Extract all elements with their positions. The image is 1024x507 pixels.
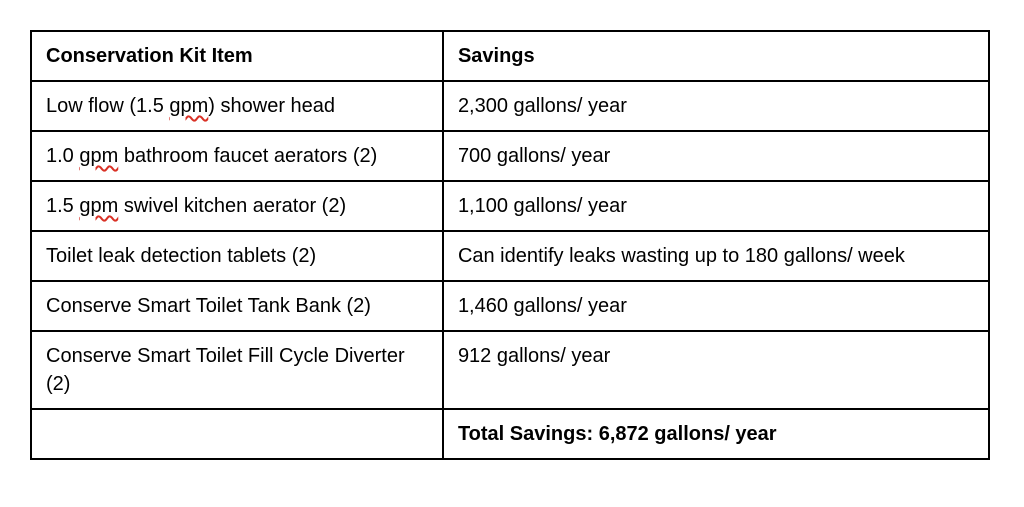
table-body: Low flow (1.5 gpm) shower head2,300 gall… (31, 81, 989, 459)
table-row: Conserve Smart Toilet Fill Cycle Diverte… (31, 331, 989, 409)
spell-underlined-text: gpm (79, 145, 118, 167)
table-row: Toilet leak detection tablets (2) Can ide… (31, 231, 989, 281)
text-segment: Low flow (1.5 (46, 95, 169, 117)
text-segment: swivel kitchen aerator (2) (118, 195, 346, 217)
cell-savings: 2,300 gallons/ year (443, 81, 989, 131)
spell-underlined-text: gpm (169, 95, 208, 117)
table-total-row: Total Savings: 6,872 gallons/ year (31, 409, 989, 459)
text-segment: Toilet leak detection tablets (2) (46, 245, 316, 267)
text-segment: 1.0 (46, 145, 79, 167)
table-row: Low flow (1.5 gpm) shower head2,300 gall… (31, 81, 989, 131)
spell-underlined-text: gpm (79, 195, 118, 217)
conservation-kit-table: Conservation Kit Item Savings Low flow (… (30, 30, 990, 460)
cell-empty (31, 409, 443, 459)
cell-item: Conserve Smart Toilet Fill Cycle Diverte… (31, 331, 443, 409)
cell-total-savings: Total Savings: 6,872 gallons/ year (443, 409, 989, 459)
cell-item: 1.0 gpm bathroom faucet aerators (2) (31, 131, 443, 181)
header-savings: Savings (443, 31, 989, 81)
cell-savings: 1,100 gallons/ year (443, 181, 989, 231)
cell-item: Low flow (1.5 gpm) shower head (31, 81, 443, 131)
table-row: Conserve Smart Toilet Tank Bank (2) 1,460… (31, 281, 989, 331)
cell-item: Conserve Smart Toilet Tank Bank (2) (31, 281, 443, 331)
table-row: 1.5 gpm swivel kitchen aerator (2)1,100 … (31, 181, 989, 231)
text-segment: Conserve Smart Toilet Tank Bank (2) (46, 295, 371, 317)
cell-savings: Can identify leaks wasting up to 180 gal… (443, 231, 989, 281)
text-segment: bathroom faucet aerators (2) (118, 145, 377, 167)
text-segment: Conserve Smart Toilet Fill Cycle Diverte… (46, 345, 405, 395)
cell-savings: 912 gallons/ year (443, 331, 989, 409)
cell-savings: 1,460 gallons/ year (443, 281, 989, 331)
text-segment: 1.5 (46, 195, 79, 217)
cell-savings: 700 gallons/ year (443, 131, 989, 181)
table-header-row: Conservation Kit Item Savings (31, 31, 989, 81)
header-item: Conservation Kit Item (31, 31, 443, 81)
table-row: 1.0 gpm bathroom faucet aerators (2)700 … (31, 131, 989, 181)
cell-item: Toilet leak detection tablets (2) (31, 231, 443, 281)
text-segment: ) shower head (208, 95, 335, 117)
cell-item: 1.5 gpm swivel kitchen aerator (2) (31, 181, 443, 231)
